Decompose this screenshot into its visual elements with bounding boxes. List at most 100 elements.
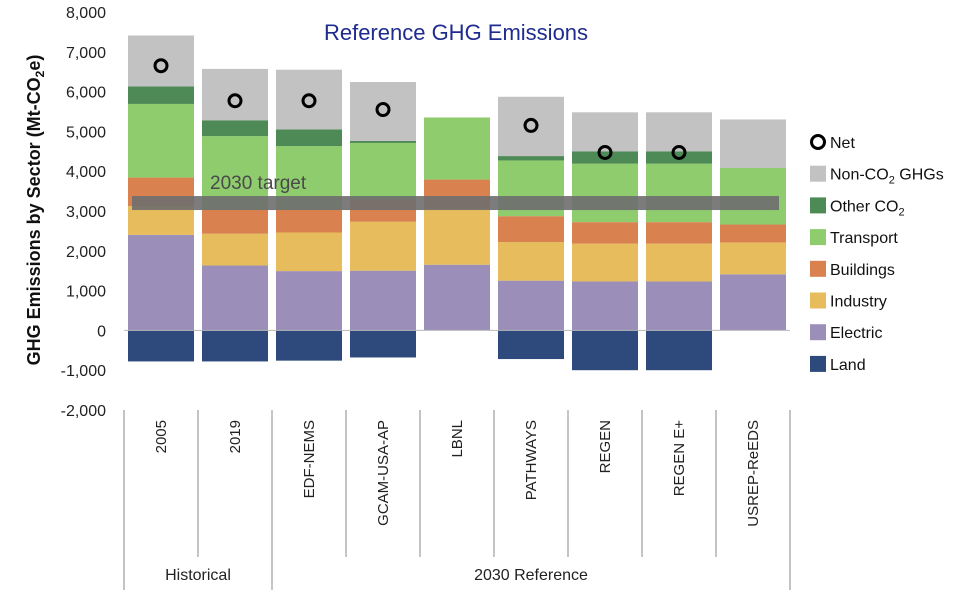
category-label: PATHWAYS xyxy=(523,420,540,500)
bar-segment-land xyxy=(572,330,638,371)
target-layer: 2030 target xyxy=(132,173,779,211)
y-tick-label: 5,000 xyxy=(66,124,106,141)
bar-segment-industry xyxy=(350,221,416,271)
bar-segment-electric xyxy=(128,234,194,331)
bar-segment-electric xyxy=(498,280,564,331)
bar-segment-electric xyxy=(424,264,490,331)
legend-swatch xyxy=(810,165,826,182)
bar-segment-non-co2-ghgs xyxy=(498,96,564,157)
y-tick-label: 3,000 xyxy=(66,204,106,221)
bar-segment-transport xyxy=(572,163,638,223)
bar-segment-other-co2 xyxy=(350,140,416,143)
y-axis-label: GHG Emissions by Sector (Mt-CO2e) xyxy=(24,55,47,366)
bar-segment-electric xyxy=(350,270,416,331)
bar-segment-industry xyxy=(424,208,490,265)
bar-segment-buildings xyxy=(276,209,342,233)
bar-segment-industry xyxy=(128,206,194,235)
y-tick-label: 2,000 xyxy=(66,244,106,261)
category-label: LBNL xyxy=(449,420,466,458)
legend-swatch xyxy=(810,292,826,309)
bar-segment-buildings xyxy=(646,222,712,244)
bar-segment-land xyxy=(498,330,564,360)
bar-segment-industry xyxy=(720,242,786,275)
bar-segment-industry xyxy=(646,243,712,282)
legend-label: Net xyxy=(830,135,855,152)
bar-segment-non-co2-ghgs xyxy=(720,119,786,169)
y-tick-label: 7,000 xyxy=(66,45,106,62)
y-tick-label: -2,000 xyxy=(61,403,106,420)
bar-segment-land xyxy=(276,330,342,361)
net-marker xyxy=(227,93,243,109)
legend-swatch xyxy=(810,324,826,341)
bar-segment-non-co2-ghgs xyxy=(276,69,342,130)
bar-segment-transport xyxy=(646,163,712,223)
bar-segment-land xyxy=(128,330,194,362)
bar-segment-buildings xyxy=(572,222,638,244)
group-label: 2030 Reference xyxy=(474,567,588,584)
legend-label: Transport xyxy=(830,230,898,247)
bar-segment-transport xyxy=(424,117,490,180)
y-tick-label: 0 xyxy=(97,323,106,340)
bar-segment-industry xyxy=(202,233,268,266)
net-marker xyxy=(375,102,391,118)
bar-segment-electric xyxy=(276,271,342,331)
net-marker xyxy=(671,144,687,160)
axes: -2,000 -1,000 0 1,000 2,000 3,000 4,000 5,000 6,… xyxy=(61,5,791,590)
net-marker xyxy=(523,117,539,133)
bar-segment-buildings xyxy=(498,216,564,243)
net-marker xyxy=(153,58,169,74)
bar-segment-buildings xyxy=(202,209,268,234)
category-label: EDF-NEMS xyxy=(301,420,318,498)
bar-segment-industry xyxy=(498,242,564,281)
legend-swatch xyxy=(810,229,826,246)
category-label: USREP-ReEDS xyxy=(745,420,762,527)
bar-segment-transport xyxy=(128,103,194,178)
bar-segment-electric xyxy=(572,281,638,331)
y-tick-label: 6,000 xyxy=(66,85,106,102)
y-tick-label: -1,000 xyxy=(61,363,106,380)
net-marker xyxy=(597,144,613,160)
bar-segment-transport xyxy=(350,142,416,200)
legend: Net Non-CO2 GHGs Other CO2 Transport Buildin… xyxy=(810,134,944,374)
bar-segment-land xyxy=(350,330,416,358)
bar-segment-land xyxy=(646,330,712,371)
bar-segment-electric xyxy=(202,265,268,331)
bar-segment-industry xyxy=(276,232,342,272)
net-marker xyxy=(301,93,317,109)
group-label: Historical xyxy=(165,567,231,584)
bar-segment-non-co2-ghgs xyxy=(572,112,638,152)
category-label: REGEN E+ xyxy=(671,420,688,497)
category-label: 2019 xyxy=(227,420,244,453)
bar-segment-other-co2 xyxy=(202,120,268,137)
y-tick-label: 8,000 xyxy=(66,5,106,22)
bar-layer xyxy=(128,35,786,371)
legend-marker-net xyxy=(810,134,826,150)
bar-segment-non-co2-ghgs xyxy=(350,82,416,141)
bar-segment-electric xyxy=(646,281,712,331)
legend-swatch xyxy=(810,260,826,277)
target-label: 2030 target xyxy=(210,173,307,194)
y-tick-label: 1,000 xyxy=(66,284,106,301)
bar-segment-non-co2-ghgs xyxy=(646,112,712,152)
bar-segment-other-co2 xyxy=(498,156,564,161)
bar-segment-other-co2 xyxy=(128,86,194,104)
legend-label: Other CO2 xyxy=(830,198,905,218)
category-label: REGEN xyxy=(597,420,614,473)
y-tick-label: 4,000 xyxy=(66,164,106,181)
legend-label: Land xyxy=(830,357,866,374)
bar-segment-industry xyxy=(572,243,638,282)
category-label: GCAM-USA-AP xyxy=(375,420,392,526)
legend-label: Electric xyxy=(830,325,882,342)
legend-swatch xyxy=(810,197,826,214)
chart-title: Reference GHG Emissions xyxy=(324,20,588,45)
legend-label: Buildings xyxy=(830,262,895,279)
bar-segment-land xyxy=(202,330,268,362)
legend-label: Industry xyxy=(830,294,887,311)
target-band xyxy=(132,196,779,211)
bar-segment-buildings xyxy=(720,224,786,243)
legend-swatch xyxy=(810,355,826,372)
net-markers xyxy=(153,58,687,160)
category-label: 2005 xyxy=(153,420,170,453)
legend-label: Non-CO2 GHGs xyxy=(830,167,944,187)
